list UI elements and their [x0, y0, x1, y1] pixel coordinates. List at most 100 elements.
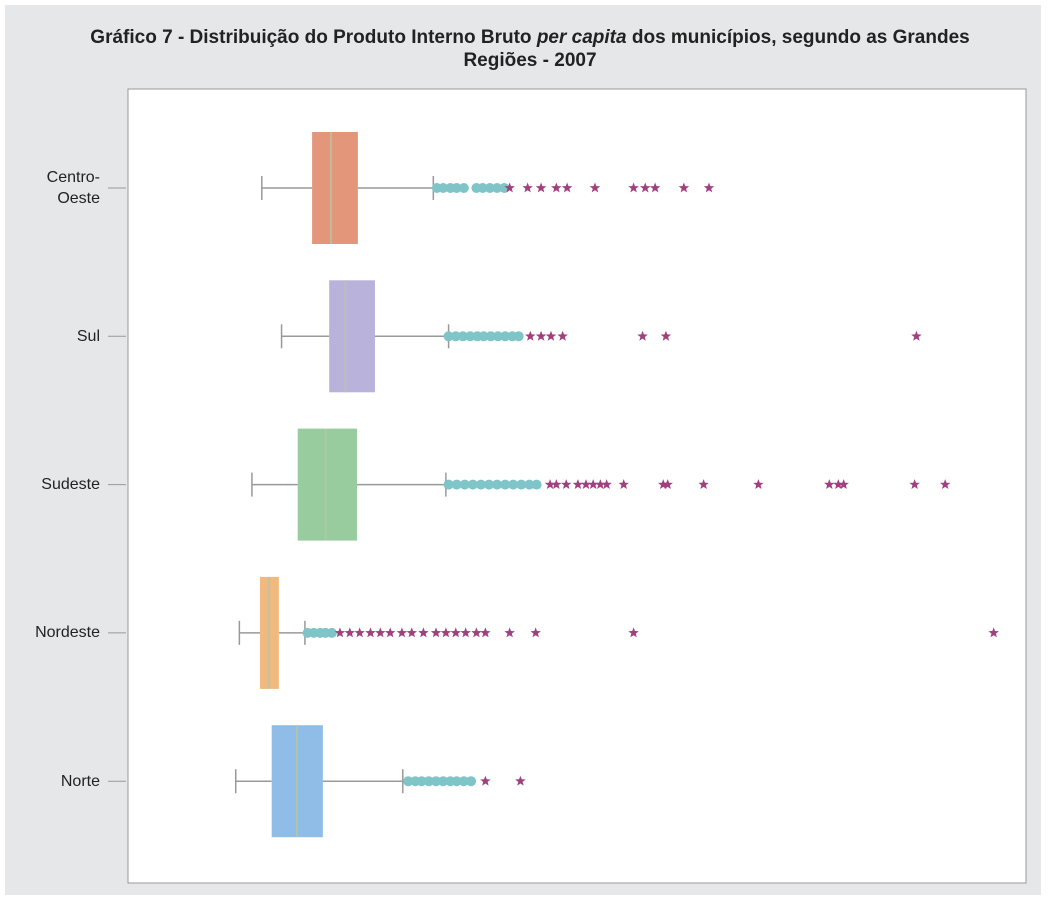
- extreme: [418, 627, 429, 638]
- extreme: [595, 479, 606, 489]
- extreme: [471, 627, 482, 638]
- outlier: [466, 776, 477, 787]
- outlier: [451, 183, 462, 193]
- extreme: [504, 627, 515, 638]
- outlier: [423, 776, 434, 787]
- extreme: [601, 479, 612, 489]
- extreme: [334, 627, 346, 638]
- extreme: [365, 627, 376, 638]
- outlier: [416, 776, 427, 787]
- outlier: [451, 479, 462, 490]
- outlier: [499, 183, 510, 193]
- box: [297, 428, 357, 541]
- extreme: [561, 182, 573, 193]
- extreme: [589, 182, 601, 193]
- outlier: [438, 183, 449, 193]
- extreme: [344, 627, 355, 638]
- chart-title: Gráfico 7 - Distribuição do Produto Inte…: [60, 26, 1000, 72]
- outlier: [403, 776, 414, 787]
- y-tick-label: Centro- Oeste: [46, 169, 100, 207]
- y-tick-label: Norte: [60, 772, 100, 790]
- box: [329, 280, 375, 393]
- extreme: [450, 627, 461, 638]
- extreme: [406, 627, 417, 638]
- outlier: [443, 331, 454, 342]
- extreme: [551, 479, 562, 489]
- extreme: [658, 479, 669, 489]
- extreme: [396, 627, 408, 638]
- extreme: [628, 182, 639, 193]
- outlier: [443, 479, 454, 490]
- extreme: [561, 479, 572, 489]
- extreme: [525, 330, 536, 341]
- title-part: dos municípios, segundo as Grandes Regiõ…: [463, 27, 970, 71]
- extreme: [535, 330, 547, 341]
- extreme: [988, 627, 999, 638]
- extreme: [911, 330, 922, 341]
- extreme: [545, 330, 557, 341]
- outlier: [483, 479, 494, 490]
- extreme: [480, 627, 491, 638]
- extreme: [678, 182, 690, 193]
- outlier: [492, 331, 503, 342]
- outlier: [478, 331, 489, 342]
- extreme: [824, 479, 835, 489]
- extreme: [551, 182, 562, 193]
- extreme: [833, 479, 844, 489]
- extreme: [662, 479, 673, 489]
- extreme: [430, 627, 442, 638]
- outlier: [450, 331, 461, 342]
- extreme: [649, 182, 661, 193]
- outlier: [465, 331, 476, 342]
- extreme: [703, 182, 715, 193]
- outlier: [459, 479, 470, 490]
- extreme: [530, 627, 541, 638]
- outlier: [524, 479, 535, 490]
- outlier: [500, 479, 511, 490]
- outlier: [438, 776, 449, 787]
- extreme: [909, 479, 920, 489]
- outlier: [431, 776, 442, 787]
- outlier: [484, 183, 495, 193]
- extreme: [572, 479, 584, 489]
- outlier: [513, 331, 524, 342]
- extreme: [522, 182, 533, 193]
- outlier: [492, 479, 503, 490]
- outlier: [451, 776, 462, 787]
- extreme: [618, 479, 629, 489]
- extreme: [698, 479, 709, 489]
- extreme: [375, 627, 386, 638]
- extreme: [580, 479, 592, 489]
- outlier: [508, 479, 519, 490]
- outlier: [458, 776, 469, 787]
- extreme: [628, 627, 639, 638]
- y-tick-label: Nordeste: [35, 624, 100, 642]
- extreme: [515, 775, 526, 786]
- y-tick-label: Sudeste: [41, 476, 100, 494]
- extreme: [557, 330, 568, 341]
- outlier: [500, 331, 511, 342]
- extreme: [544, 479, 556, 489]
- title-part: Gráfico 7 - Distribuição do Produto Inte…: [90, 27, 537, 48]
- outlier: [458, 183, 469, 193]
- extreme: [440, 627, 452, 638]
- extreme: [660, 330, 672, 341]
- extreme: [385, 627, 396, 638]
- outlier: [485, 331, 496, 342]
- outlier: [457, 331, 468, 342]
- extreme: [637, 330, 648, 341]
- box: [312, 132, 358, 244]
- outlier: [531, 479, 542, 490]
- extreme: [504, 182, 515, 193]
- outlier: [475, 479, 486, 490]
- extreme: [354, 627, 365, 638]
- extreme: [640, 182, 651, 193]
- outlier: [516, 479, 527, 490]
- extreme: [753, 479, 764, 489]
- extreme: [838, 479, 849, 489]
- outlier: [492, 183, 503, 193]
- extreme: [460, 627, 471, 638]
- outlier: [467, 479, 478, 490]
